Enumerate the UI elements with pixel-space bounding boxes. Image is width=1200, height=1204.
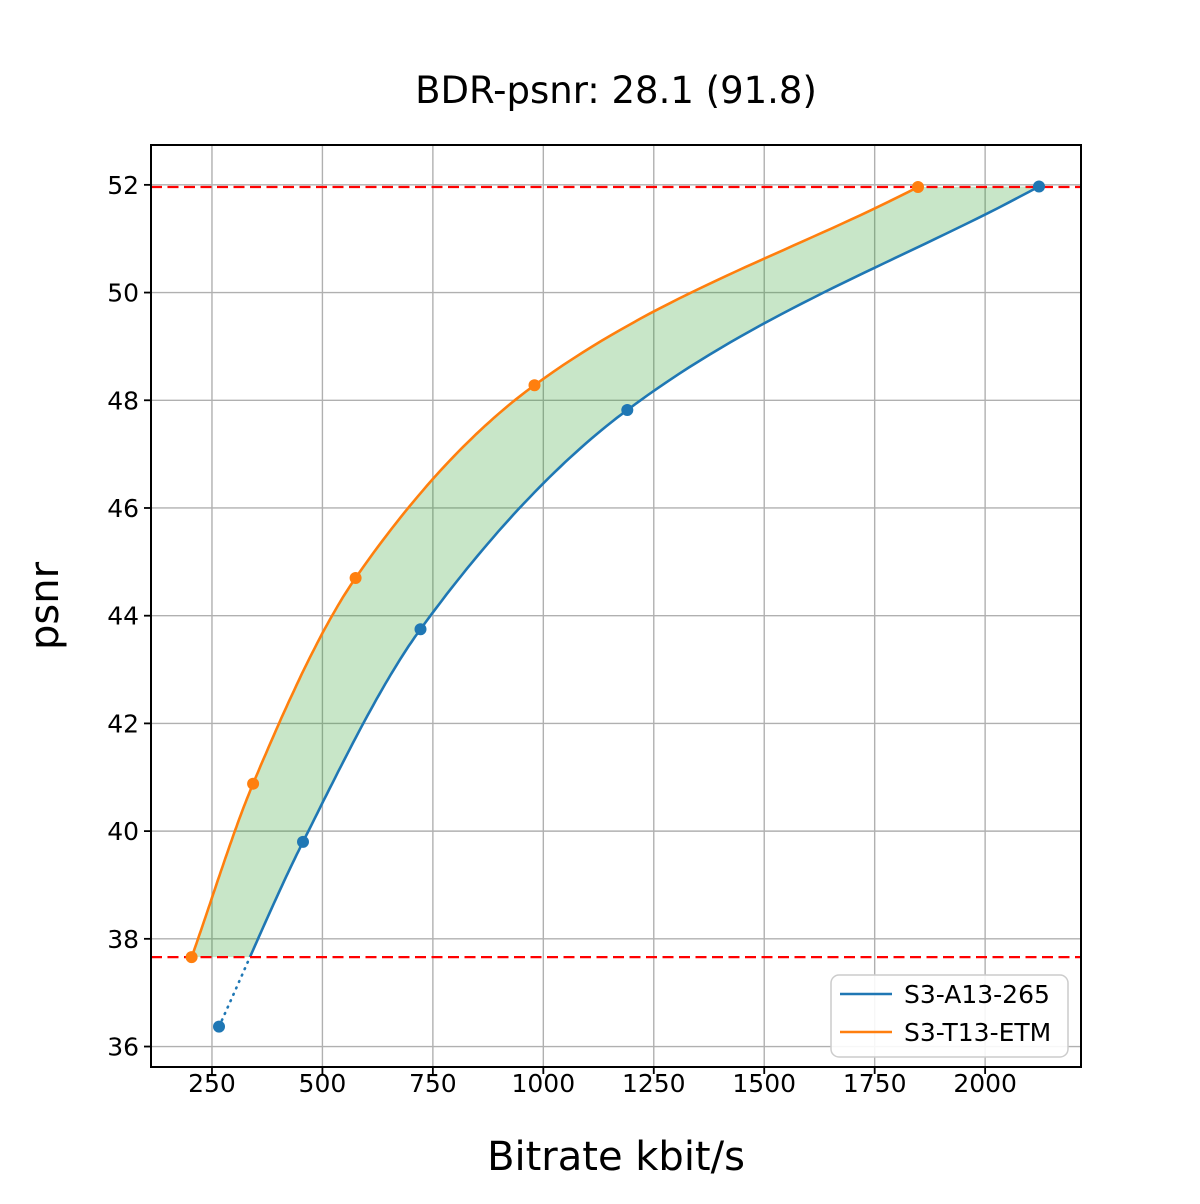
data-point-markers-layer	[185, 180, 1045, 1033]
grid-layer	[151, 145, 1081, 1067]
axes-frame	[150, 144, 1082, 1068]
y-tick-label-38: 38	[107, 925, 139, 954]
y-tick-label-52: 52	[107, 171, 139, 200]
series-curves-layer	[190, 185, 1040, 1028]
x-tick-label-1250: 1250	[622, 1069, 686, 1098]
legend-label-s3-t13-etm: S3-T13-ETM	[904, 1018, 1051, 1047]
y-tick-label-44: 44	[107, 602, 139, 631]
y-tick-label-40: 40	[107, 817, 139, 846]
ticks-layer: 250 500 750 1000 1250 1500 1750 2000 36 38 40 42 44 4…	[107, 171, 1017, 1098]
series-curve-dotted-s3-a13-265	[217, 955, 252, 1028]
data-point-s3-a13-265-2	[414, 623, 427, 636]
data-point-s3-a13-265-4	[1033, 180, 1045, 193]
x-tick-label-1000: 1000	[512, 1069, 576, 1098]
y-tick-label-36: 36	[107, 1033, 139, 1062]
y-tick-label-42: 42	[107, 709, 139, 738]
legend-label-s3-a13-265: S3-A13-265	[904, 980, 1050, 1009]
fill-between-layer	[191, 186, 1040, 958]
x-tick-label-2000: 2000	[953, 1069, 1017, 1098]
data-point-s3-a13-265-3	[621, 404, 634, 416]
legend-box	[830, 974, 1069, 1058]
data-point-s3-a13-265-0	[213, 1020, 225, 1033]
y-tick-label-50: 50	[107, 279, 139, 308]
y-axis-label: psnr	[22, 561, 68, 650]
data-point-s3-t13-etm-2	[349, 572, 362, 584]
data-point-s3-t13-etm-4	[912, 181, 924, 193]
y-tick-label-48: 48	[107, 386, 139, 415]
x-tick-label-750: 750	[409, 1069, 457, 1098]
chart-title: BDR-psnr: 28.1 (91.8)	[415, 69, 817, 112]
x-tick-label-1500: 1500	[732, 1069, 796, 1098]
data-point-s3-a13-265-1	[297, 835, 309, 848]
y-tick-label-46: 46	[107, 494, 139, 523]
data-point-s3-t13-etm-3	[528, 379, 541, 392]
legend: S3-A13-265 S3-T13-ETM	[830, 974, 1069, 1058]
bd-area-fill	[191, 186, 1040, 958]
x-tick-label-1750: 1750	[843, 1069, 907, 1098]
x-axis-label: Bitrate kbit/s	[487, 1134, 745, 1180]
series-curve-s3-a13-265	[248, 185, 1040, 958]
data-point-s3-t13-etm-0	[185, 951, 198, 964]
x-tick-label-500: 500	[299, 1069, 347, 1098]
bd-bound-lines-layer	[151, 185, 1081, 959]
x-tick-label-250: 250	[188, 1069, 236, 1098]
data-point-s3-t13-etm-1	[247, 777, 260, 790]
